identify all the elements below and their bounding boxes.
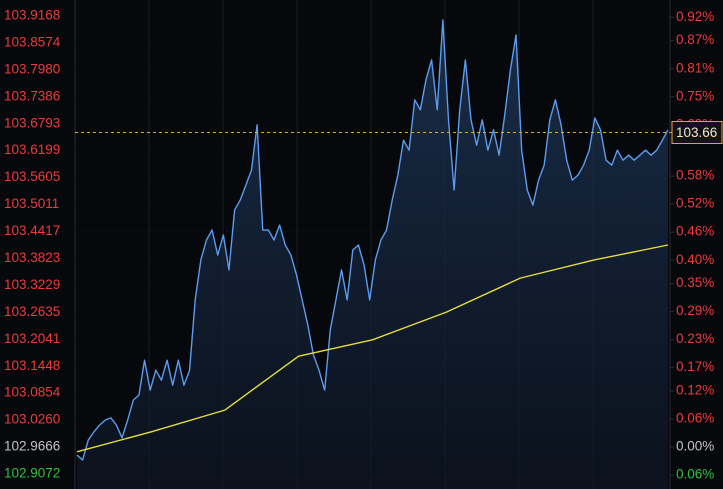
y2-tick-label: 0.58%: [676, 168, 714, 183]
y-tick-label: 103.8574: [4, 35, 61, 50]
y-tick-label: 103.3823: [4, 250, 60, 265]
price-area: [77, 19, 668, 489]
y2-tick-label: 0.12%: [676, 383, 714, 398]
y-tick-label: 103.0854: [4, 385, 61, 400]
y2-tick-label: 0.40%: [676, 252, 714, 267]
y-tick-label: 103.0260: [4, 412, 60, 427]
y2-tick-label: 0.52%: [676, 196, 714, 211]
y2-tick-label: 0.00%: [676, 439, 714, 454]
last-price-box: [671, 120, 723, 144]
y2-tick-label: 0.17%: [676, 359, 714, 374]
y-tick-label: 103.2041: [4, 331, 60, 346]
y-tick-label: 102.9072: [4, 466, 60, 481]
y2-tick-label: 0.06%: [676, 467, 714, 482]
y-tick-label: 103.1448: [4, 358, 60, 373]
y-tick-label: 103.6793: [4, 115, 60, 130]
y-tick-label: 103.6199: [4, 142, 60, 157]
average-line: [76, 244, 669, 453]
y2-tick-label: 0.23%: [676, 331, 714, 346]
y-tick-label: 103.2635: [4, 304, 60, 319]
price-line: [76, 19, 669, 461]
y-tick-label: 103.7980: [4, 61, 60, 76]
y-tick-label: 103.5011: [4, 196, 59, 211]
y-tick-label: 102.9666: [4, 439, 60, 454]
y2-tick-label: 0.29%: [676, 303, 714, 318]
y2-tick-label: 0.87%: [676, 32, 714, 47]
y-tick-label: 103.4417: [4, 223, 60, 238]
y-tick-label: 103.7386: [4, 88, 60, 103]
y2-tick-label: 0.75%: [676, 88, 714, 103]
y2-tick-label: 0.92%: [676, 9, 714, 24]
y2-tick-label: 0.46%: [676, 224, 714, 239]
last-price-label: 103.66: [676, 125, 717, 140]
y-tick-label: 103.3229: [4, 277, 60, 292]
y-tick-label: 103.5605: [4, 169, 60, 184]
y2-tick-label: 0.35%: [676, 275, 714, 290]
y2-tick-label: 0.06%: [676, 411, 714, 426]
y-tick-label: 103.9168: [4, 8, 60, 23]
y2-tick-label: 0.81%: [676, 60, 714, 75]
